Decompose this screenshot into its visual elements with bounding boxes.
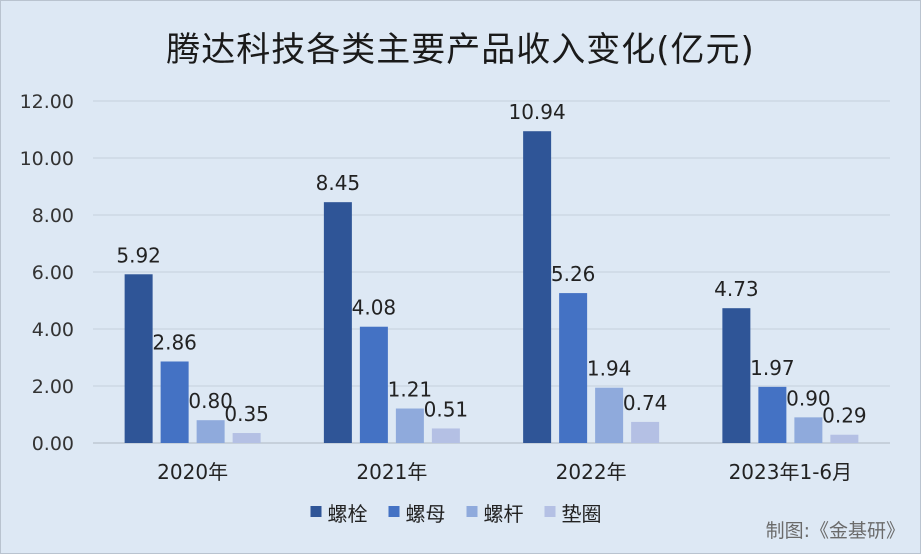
- legend-swatch: [388, 506, 400, 517]
- legend-swatch: [310, 506, 322, 517]
- legend-label: 垫圈: [562, 502, 602, 526]
- data-label: 0.80: [188, 389, 233, 413]
- data-label: 0.90: [786, 386, 831, 410]
- x-tick-label: 2023年1-6月: [729, 460, 853, 484]
- bar-螺栓: [722, 308, 751, 443]
- data-label: 2.86: [152, 330, 197, 354]
- bar-螺母: [160, 361, 189, 443]
- data-label: 1.97: [750, 356, 795, 380]
- y-tick-label: 12.00: [20, 91, 74, 113]
- legend-label: 螺栓: [328, 502, 368, 526]
- bar-螺栓: [523, 131, 552, 443]
- data-label: 0.74: [623, 391, 668, 415]
- y-tick-label: 4.00: [32, 319, 74, 341]
- bar-螺杆: [794, 417, 823, 443]
- data-label: 0.29: [822, 404, 867, 428]
- data-label: 1.94: [587, 357, 632, 381]
- credit-text: 制图:《金基研》: [765, 520, 905, 542]
- legend-swatch: [466, 506, 478, 517]
- y-tick-label: 0.00: [32, 433, 74, 455]
- x-tick-label: 2022年: [556, 460, 627, 484]
- y-tick-label: 8.00: [32, 205, 74, 227]
- bar-螺栓: [124, 274, 153, 443]
- data-label: 0.51: [424, 397, 469, 421]
- y-tick-label: 2.00: [32, 376, 74, 398]
- bar-螺杆: [595, 387, 624, 443]
- data-label: 1.21: [388, 378, 433, 402]
- bar-垫圈: [232, 433, 261, 443]
- bar-螺杆: [395, 408, 424, 443]
- data-label: 4.08: [352, 296, 397, 320]
- bar-垫圈: [631, 421, 660, 443]
- bar-螺杆: [196, 420, 225, 443]
- x-tick-label: 2020年: [157, 460, 228, 484]
- y-tick-label: 10.00: [20, 148, 74, 170]
- bar-垫圈: [431, 428, 460, 443]
- data-label: 4.73: [714, 277, 759, 301]
- data-label: 5.26: [551, 262, 596, 286]
- bar-垫圈: [830, 434, 859, 443]
- y-tick-label: 6.00: [32, 262, 74, 284]
- legend-label: 螺母: [406, 502, 446, 526]
- data-label: 5.92: [116, 243, 161, 267]
- bar-螺母: [559, 293, 588, 443]
- chart-title: 腾达科技各类主要产品收入变化(亿元): [166, 30, 755, 70]
- bar-螺栓: [323, 202, 352, 443]
- data-label: 0.35: [224, 402, 269, 426]
- legend-label: 螺杆: [484, 502, 524, 526]
- data-label: 8.45: [316, 171, 361, 195]
- x-tick-label: 2021年: [356, 460, 427, 484]
- bar-螺母: [758, 386, 787, 443]
- bar-螺母: [359, 326, 388, 443]
- data-label: 10.94: [508, 100, 565, 124]
- legend-swatch: [544, 506, 556, 517]
